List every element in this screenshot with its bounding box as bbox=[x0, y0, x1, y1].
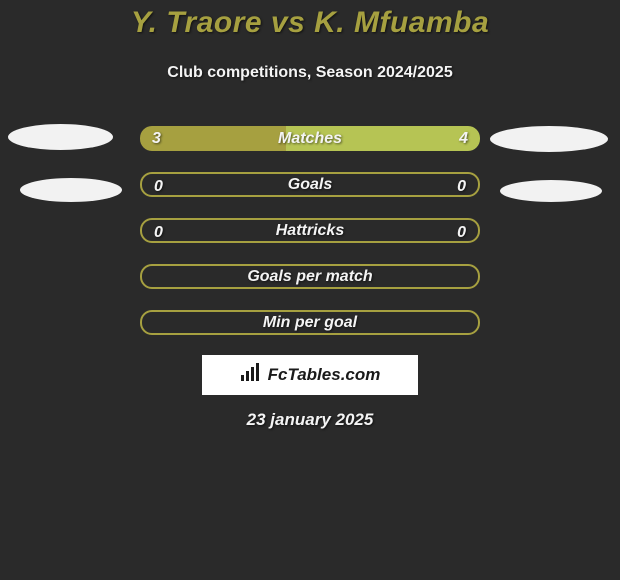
stat-row-min-per-goal: Min per goal bbox=[140, 310, 480, 335]
stat-label: Min per goal bbox=[263, 314, 357, 332]
comparison-infographic: Y. Traore vs K. Mfuamba Club competition… bbox=[0, 0, 620, 580]
stat-value-left: 0 bbox=[154, 174, 163, 199]
stat-value-left: 0 bbox=[154, 220, 163, 245]
stat-row-matches: Matches 3 4 bbox=[140, 126, 480, 151]
stat-value-right: 0 bbox=[457, 174, 466, 199]
stat-value-right: 0 bbox=[457, 220, 466, 245]
stat-label: Hattricks bbox=[276, 222, 344, 240]
stat-label: Goals per match bbox=[247, 268, 372, 286]
stat-row-hattricks: Hattricks 0 0 bbox=[140, 218, 480, 243]
stat-label: Goals bbox=[288, 176, 332, 194]
p1-ellipse-top bbox=[8, 124, 113, 150]
date-text: 23 january 2025 bbox=[0, 410, 620, 430]
stat-value-right: 4 bbox=[459, 126, 468, 151]
stat-value-left: 3 bbox=[152, 126, 161, 151]
p1-ellipse-bottom bbox=[20, 178, 122, 202]
bars-icon bbox=[240, 363, 262, 388]
stat-row-goals-per-match: Goals per match bbox=[140, 264, 480, 289]
p2-ellipse-bottom bbox=[500, 180, 602, 202]
stat-label: Matches bbox=[278, 130, 342, 148]
attribution-text: FcTables.com bbox=[268, 365, 381, 385]
attribution-box: FcTables.com bbox=[202, 355, 418, 395]
page-title: Y. Traore vs K. Mfuamba bbox=[0, 6, 620, 40]
stat-row-goals: Goals 0 0 bbox=[140, 172, 480, 197]
p2-ellipse-top bbox=[490, 126, 608, 152]
subtitle: Club competitions, Season 2024/2025 bbox=[0, 64, 620, 82]
